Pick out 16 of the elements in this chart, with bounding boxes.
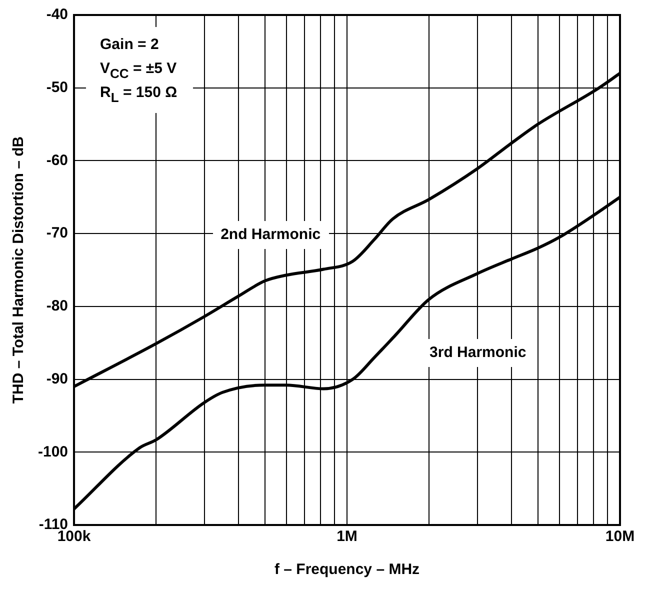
y-tick-label: -80 (46, 298, 68, 315)
y-tick-label: -90 (46, 370, 68, 388)
text: 3rd Harmonic (422, 339, 534, 368)
y-tick-label: -40 (46, 6, 68, 24)
annotation: Gain = 2 (100, 36, 159, 53)
y-tick-label: -100 (38, 443, 68, 460)
y-axis-title: THD – Total Harmonic Distortion – dB (10, 136, 28, 404)
x-axis-title: f – Frequency – MHz (274, 561, 420, 578)
series-label: 2nd Harmonic (212, 221, 329, 250)
y-tick-label: -60 (46, 152, 68, 169)
annotation: V$_{CC}$ = ±5 V (100, 60, 177, 81)
annotation: R$_{L}$ = 150 Ω (100, 84, 178, 105)
x-tick-label: 10M (605, 528, 635, 546)
x-tick-label: 1M (336, 528, 358, 546)
y-tick-label: -50 (46, 79, 68, 96)
y-tick-label: -70 (46, 224, 68, 242)
